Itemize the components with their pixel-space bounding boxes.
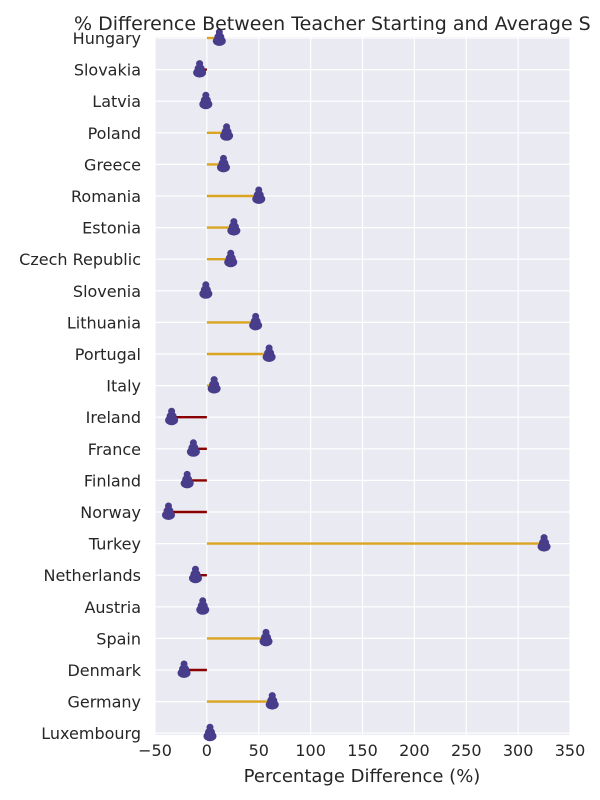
x-tick-label: 300 (503, 741, 534, 760)
y-tick-label: Hungary (73, 29, 141, 48)
x-tick-labels: −50 0 50 100 150 200 250 300 350 (138, 741, 585, 760)
value-marker (186, 439, 200, 457)
y-tick-label: Italy (106, 377, 141, 396)
value-marker (207, 376, 221, 394)
x-tick-label: 150 (347, 741, 378, 760)
y-tick-label: Finland (84, 471, 141, 490)
grid (154, 37, 571, 735)
y-tick-label: Netherlands (43, 566, 141, 585)
x-tick-label: 100 (295, 741, 326, 760)
y-tick-label: Lithuania (67, 313, 141, 332)
value-marker (252, 186, 266, 204)
value-marker (259, 628, 273, 647)
value-marker (262, 344, 276, 362)
value-marker (161, 502, 175, 520)
x-tick-label: 350 (555, 741, 586, 760)
y-tick-label: Germany (67, 693, 141, 712)
y-tick-label: Turkey (88, 535, 141, 554)
y-tick-label: Romania (71, 187, 141, 206)
y-tick-label: Latvia (92, 92, 141, 111)
x-tick-label: 250 (451, 741, 482, 760)
y-tick-label: Norway (80, 503, 141, 522)
y-tick-labels: Hungary Slovakia Latvia Poland Greece Romania… (19, 29, 142, 743)
value-marker (196, 597, 210, 615)
x-tick-label: 0 (202, 741, 212, 760)
chart-title: % Difference Between Teacher Starting an… (74, 13, 591, 35)
value-marker (249, 312, 263, 331)
value-marker (188, 565, 202, 584)
series-markers (161, 28, 551, 742)
value-marker (177, 660, 191, 678)
x-tick-label: 200 (399, 741, 430, 760)
y-tick-label: Spain (96, 629, 141, 648)
y-tick-label: Austria (84, 598, 141, 617)
y-tick-label: Greece (84, 155, 141, 174)
value-marker (180, 470, 194, 489)
value-marker (165, 407, 179, 426)
value-marker (203, 723, 217, 742)
y-tick-label: Ireland (86, 408, 141, 427)
y-tick-label: Denmark (67, 661, 141, 680)
value-marker (193, 60, 207, 78)
value-marker (216, 154, 230, 173)
value-marker (265, 692, 279, 710)
y-tick-label: Czech Republic (19, 250, 141, 269)
value-marker (537, 534, 551, 552)
value-marker (199, 91, 213, 110)
y-tick-label: Poland (88, 124, 141, 143)
y-tick-label: Slovenia (73, 282, 141, 301)
value-marker (220, 123, 234, 141)
y-tick-label: France (88, 440, 141, 459)
value-marker (224, 249, 238, 268)
y-tick-label: Slovakia (74, 61, 141, 80)
y-tick-label: Estonia (82, 219, 141, 238)
value-marker (212, 28, 226, 46)
value-marker (227, 218, 241, 236)
x-tick-label: 50 (249, 741, 269, 760)
y-tick-label: Portugal (75, 345, 141, 364)
value-marker (199, 281, 213, 299)
x-axis-title: Percentage Difference (%) (244, 766, 481, 787)
x-tick-label: −50 (138, 741, 172, 760)
y-tick-label: Luxembourg (41, 724, 141, 743)
